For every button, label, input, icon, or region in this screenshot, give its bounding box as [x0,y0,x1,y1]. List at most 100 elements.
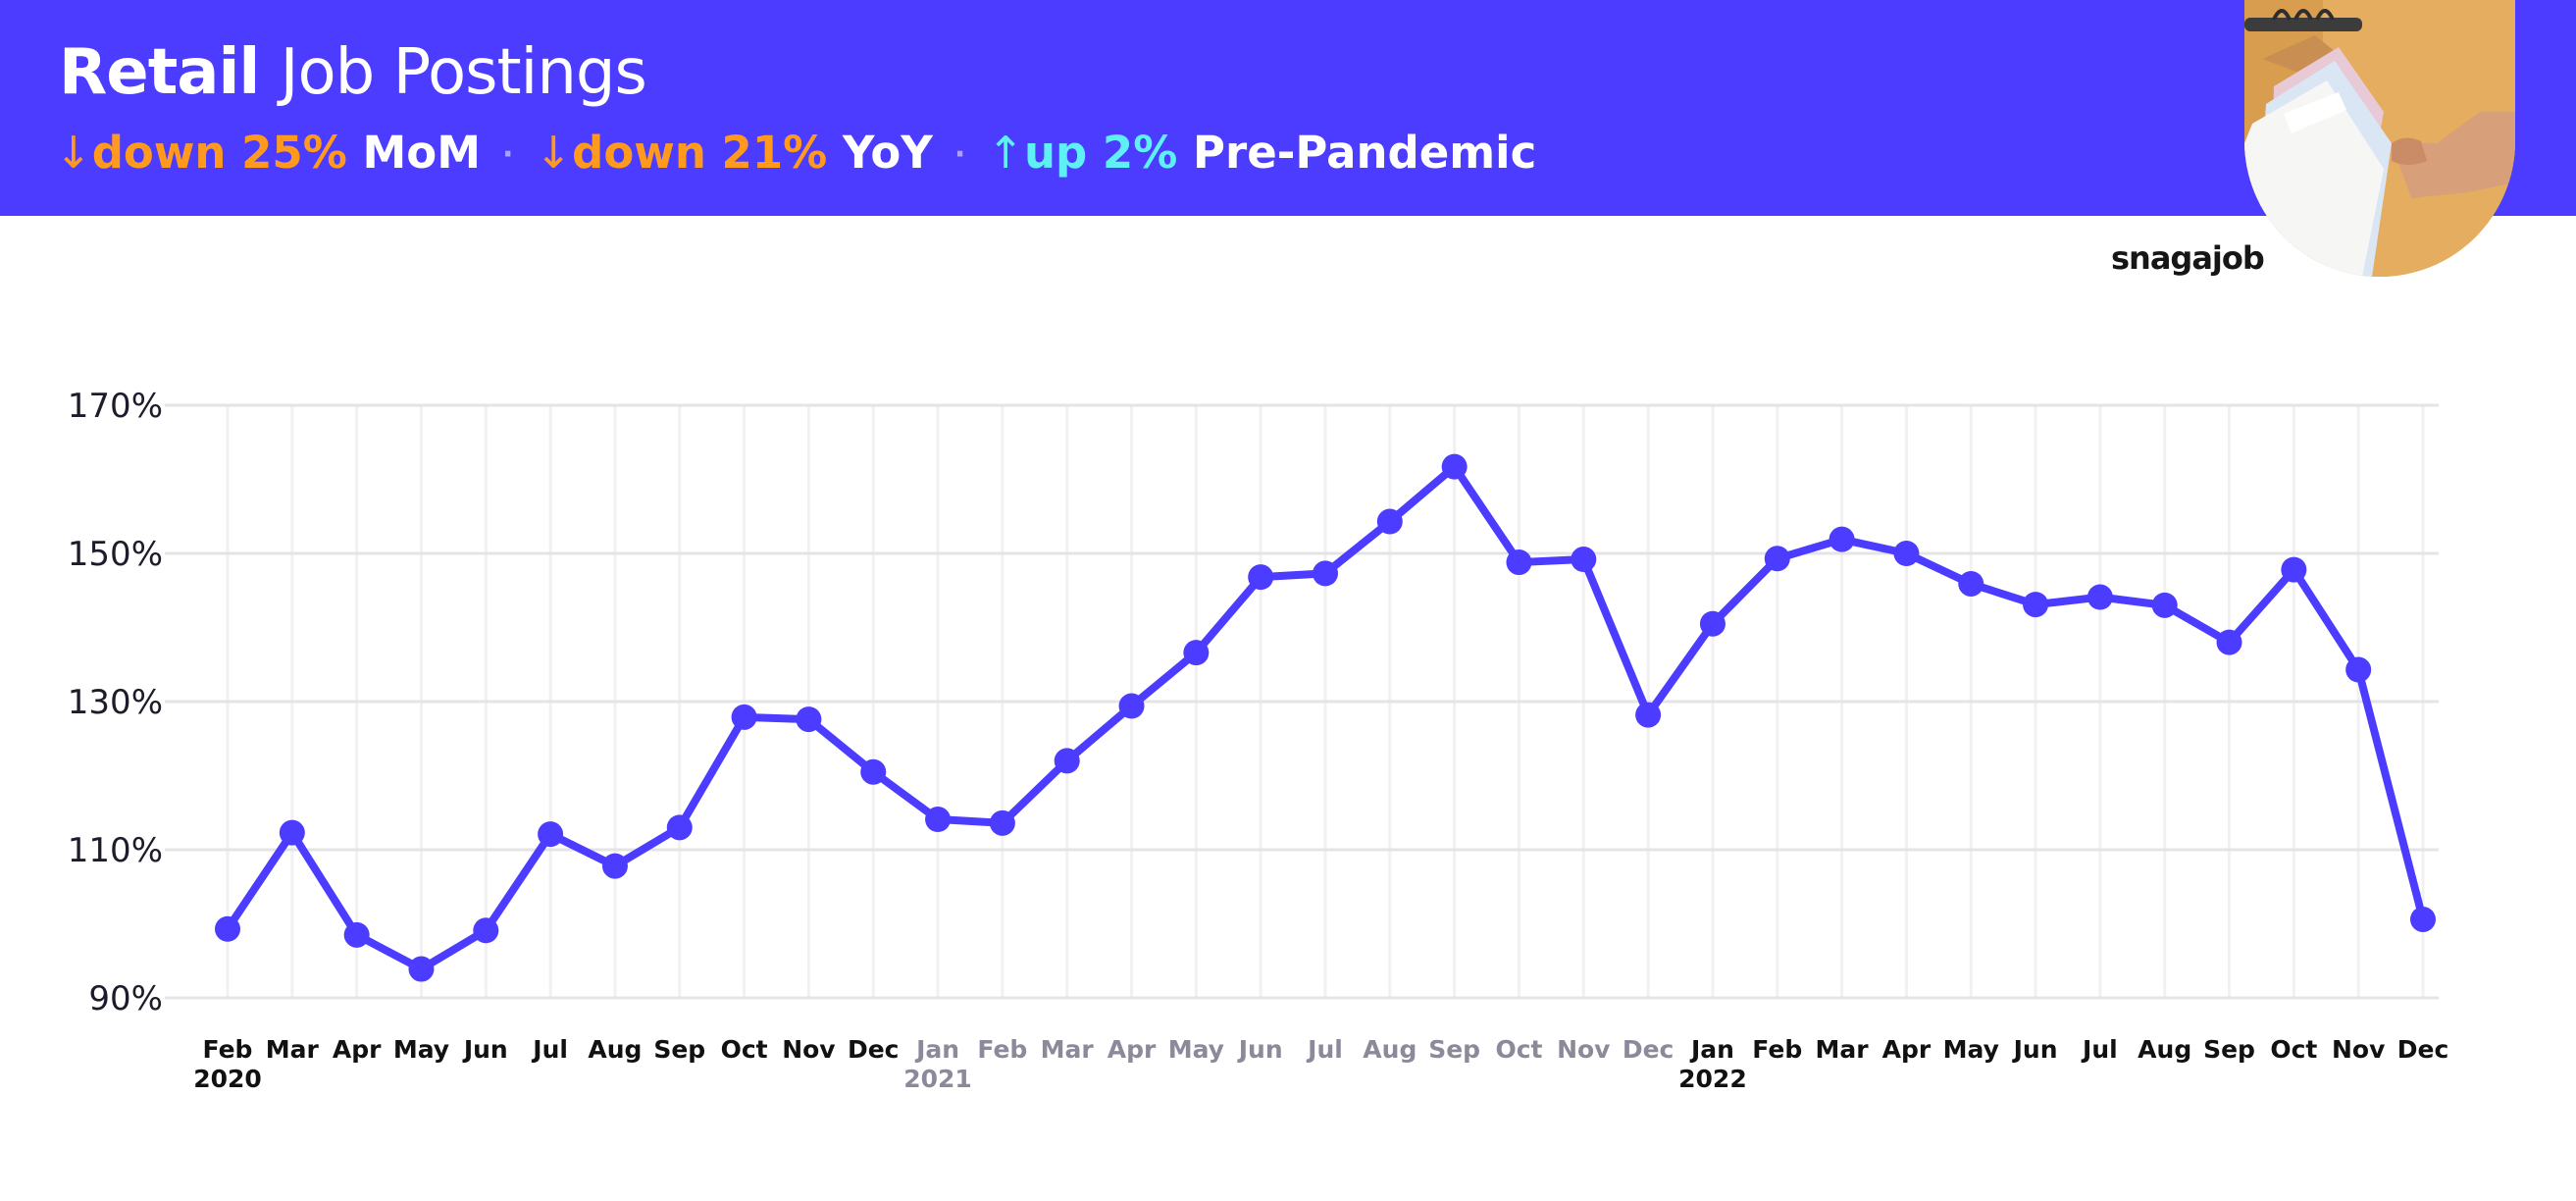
x-tick-label: Dec [1623,1035,1674,1064]
x-tick-label: Mar [1041,1035,1095,1064]
up-arrow-icon: ↑ [987,127,1025,179]
y-tick-label: 110% [68,831,163,870]
data-point [408,956,435,982]
x-tick-label: Apr [1882,1035,1932,1064]
stat-yoy-label: YoY [842,127,933,179]
data-point [2345,656,2372,683]
data-point [1699,610,1726,637]
page-title: Retail Job Postings [59,35,647,110]
separator-dot: · [502,137,514,172]
data-point [666,814,693,841]
data-point [860,758,887,785]
x-tick-label: Jun [1237,1035,1283,1064]
stat-mom-value: down 25% [91,127,347,179]
data-point [1376,508,1403,535]
data-point [538,821,564,848]
x-tick-label: May [393,1035,449,1064]
y-tick-label: 150% [68,535,163,574]
y-tick-label: 130% [68,683,163,722]
clothing-rack-illustration [2244,0,2515,277]
down-arrow-icon: ↓ [535,127,573,179]
x-tick-label: Jul [1306,1035,1343,1064]
clothing-rack-photo [2244,0,2515,277]
x-tick-label: Dec [2397,1035,2449,1064]
x-tick-label: Feb [1752,1035,1802,1064]
x-tick-label: Oct [2270,1035,2317,1064]
data-point [1764,546,1790,572]
data-point [2023,592,2049,618]
data-point [601,853,628,879]
data-point [2281,556,2307,583]
x-tick-label: Jan [914,1035,959,1064]
stat-yoy: ↓down 21% YoY [535,122,932,184]
y-tick-label: 90% [88,979,163,1018]
line-chart: 90% 110% 130% 150% 170% Feb Mar Apr May Jun Jul Aug… [68,387,2449,1093]
down-arrow-icon: ↓ [55,127,92,179]
x-tick-label: Aug [1363,1035,1417,1064]
stats-row: ↓down 25% MoM · ↓down 21% YoY · ↑up 2% Pre-P… [55,122,1536,184]
data-point [2151,592,2178,618]
x-tick-label: Nov [1557,1035,1610,1064]
y-tick-label: 170% [68,387,163,426]
x-tick-label: Oct [1495,1035,1542,1064]
data-point [1958,570,1984,597]
data-point [215,915,240,942]
x-tick-label: May [1943,1035,1999,1064]
data-point [343,921,370,948]
year-label: 2021 [903,1065,972,1093]
year-label: 2020 [193,1065,262,1093]
x-tick-label: Jan [1689,1035,1734,1064]
x-tick-label: Mar [266,1035,320,1064]
data-point [731,704,757,730]
data-point [796,706,822,733]
x-tick-label: Sep [1428,1035,1480,1064]
x-tick-label: Feb [977,1035,1027,1064]
stat-prepandemic-label: Pre-Pandemic [1193,127,1537,179]
data-point [989,809,1015,836]
x-tick-label: Jul [2081,1035,2118,1064]
x-tick-label: Sep [2203,1035,2255,1064]
data-point [1183,640,1210,666]
data-point [1635,702,1662,728]
data-point [1248,564,1274,591]
x-tick-label: Jun [462,1035,508,1064]
data-point [1893,541,1920,566]
stat-mom: ↓down 25% MoM [55,122,481,184]
x-tick-label: Aug [2138,1035,2191,1064]
stat-yoy-value: down 21% [572,127,828,179]
snagajob-logo: snagajob [2111,239,2265,277]
x-tick-label: May [1168,1035,1224,1064]
data-point [1313,560,1338,587]
x-tick-label: Oct [721,1035,768,1064]
x-tick-label: Apr [333,1035,382,1064]
data-point [2410,906,2436,932]
x-tick-label: Jun [2012,1035,2058,1064]
x-tick-label: Feb [203,1035,253,1064]
data-point [1506,549,1532,576]
header-banner: Retail Job Postings ↓down 25% MoM · ↓down … [0,0,2576,216]
data-point [1829,526,1855,552]
x-tick-label: Nov [2332,1035,2385,1064]
title-category: Retail [59,36,260,109]
data-point [925,807,952,833]
x-tick-label: Aug [588,1035,642,1064]
year-label: 2022 [1678,1065,1747,1093]
data-point [1571,547,1597,573]
x-tick-label: Jul [531,1035,568,1064]
x-tick-label: Apr [1108,1035,1157,1064]
data-point [279,819,305,846]
x-tick-label: Nov [782,1035,835,1064]
stat-prepandemic: ↑up 2% Pre-Pandemic [987,122,1536,184]
title-subject: Job Postings [280,36,647,109]
stat-prepandemic-value: up 2% [1024,127,1178,179]
data-point [473,917,499,944]
data-point [2216,629,2242,655]
x-tick-label: Dec [848,1035,900,1064]
x-tick-label: Mar [1816,1035,1870,1064]
separator-dot: · [953,137,966,172]
data-point [1118,693,1145,719]
data-point [1441,453,1468,480]
data-point [1054,748,1080,774]
x-tick-label: Sep [653,1035,705,1064]
stat-mom-label: MoM [362,127,481,179]
